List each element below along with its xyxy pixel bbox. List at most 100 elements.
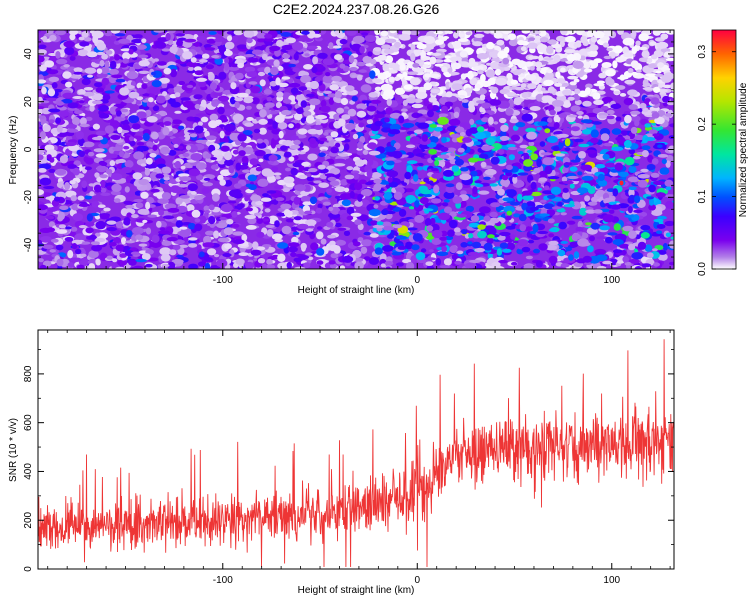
spectrogram-cell xyxy=(362,149,369,155)
spectrogram-cell xyxy=(274,185,285,190)
spectrogram-cell xyxy=(88,263,96,269)
spectrogram-cell xyxy=(431,167,439,172)
spectrogram-cell xyxy=(58,224,66,229)
spectrogram-cell xyxy=(92,100,103,105)
spectrogram-cell xyxy=(66,124,77,129)
spectrogram-cell xyxy=(486,237,494,245)
spectrogram-cell xyxy=(142,99,150,103)
spectrogram-cell xyxy=(73,71,83,75)
spectrogram-cell xyxy=(233,183,242,189)
spectrogram-cell xyxy=(293,257,302,263)
spectrogram-cell xyxy=(368,209,381,217)
spectrogram-cell xyxy=(612,249,623,254)
spectrogram-cell xyxy=(173,143,179,148)
spectrogram-cell xyxy=(314,124,323,130)
spectrogram-cell xyxy=(96,130,107,136)
spectrogram-cell xyxy=(282,58,291,63)
spectrogram-cell xyxy=(435,258,441,266)
spectrogram-cell xyxy=(585,222,592,226)
spectrogram-cell xyxy=(393,76,401,82)
spectrogram-cell xyxy=(255,166,263,172)
spectrogram-cell xyxy=(637,241,647,250)
spectrogram-cell xyxy=(523,264,535,269)
spectrogram-cell xyxy=(510,79,519,85)
spectrogram-cell xyxy=(289,59,300,64)
spectrogram-cell xyxy=(43,185,55,190)
spectrogram-cell xyxy=(121,237,127,245)
spectrogram-cell xyxy=(174,160,181,169)
spectrogram-cell xyxy=(254,149,266,157)
spectrogram-cell xyxy=(377,54,387,61)
spectrogram-cell xyxy=(445,91,453,98)
spectrogram-cell xyxy=(473,141,482,146)
spectrogram-cell xyxy=(396,235,408,240)
spectrogram-cell xyxy=(340,179,348,186)
spectrogram-cell xyxy=(100,192,111,196)
spectrogram-cell xyxy=(307,225,315,229)
spectrogram-cell xyxy=(232,113,244,123)
spectrogram-cell xyxy=(628,186,637,191)
spectrogram-cell xyxy=(84,166,92,171)
spectrogram-cell xyxy=(450,62,462,70)
spectrogram-cell xyxy=(41,107,51,115)
spectrogram-cell xyxy=(67,262,75,268)
spectrogram-cell xyxy=(665,200,674,209)
spectrogram-cell xyxy=(46,154,52,160)
spectrogram-cell xyxy=(334,195,341,199)
spectrogram-cell xyxy=(152,144,158,151)
spectrogram-cell xyxy=(560,263,570,268)
spectrogram-cell xyxy=(641,150,649,158)
spectrogram-cell xyxy=(533,167,541,174)
spectrogram-cell xyxy=(513,105,523,110)
spectrogram-cell xyxy=(358,69,367,73)
spectrogram-cell xyxy=(49,34,57,42)
spectrogram-cell xyxy=(320,105,331,113)
spectrogram-cell xyxy=(602,153,610,160)
spectrogram-cell xyxy=(69,55,76,61)
spectrogram-cell xyxy=(361,32,369,36)
spectrogram-cell xyxy=(404,241,414,250)
spectrogram-cell xyxy=(196,244,202,252)
spectrogram-cell xyxy=(316,248,325,256)
spectrogram-cell xyxy=(153,58,159,62)
spectrogram-cell xyxy=(670,236,674,240)
spectrogram-cell xyxy=(243,30,255,38)
spectrogram-cell xyxy=(145,227,152,235)
spectrogram-cell xyxy=(546,45,554,54)
spectrogram-cell xyxy=(219,130,225,139)
spectrogram-cell xyxy=(131,214,139,219)
spectrogram-cell xyxy=(602,64,611,68)
spectrogram-cell xyxy=(608,209,615,214)
spectrogram-cell xyxy=(95,259,101,266)
spectrogram-cell xyxy=(56,258,64,267)
spectrogram-cell xyxy=(325,135,333,141)
spectrogram-cell xyxy=(553,122,560,129)
spectrogram-cell xyxy=(310,242,319,251)
spectrogram-cell xyxy=(59,155,68,164)
spectrogram-cell xyxy=(334,137,346,142)
spectrogram-cell xyxy=(613,45,623,54)
spectrogram-cell xyxy=(218,71,227,80)
spectrogram-cell xyxy=(644,123,651,128)
spectrogram-cell xyxy=(213,230,220,239)
spectrogram-cell xyxy=(459,173,472,181)
spectrogram-cell xyxy=(542,157,554,166)
spectrogram-cell xyxy=(194,218,201,223)
spectrogram-cell xyxy=(392,206,402,212)
spectrogram-cell xyxy=(644,126,653,131)
spectrogram-cell xyxy=(245,225,257,230)
spectrogram-cell xyxy=(511,261,518,266)
spectrogram-cell xyxy=(339,38,348,45)
spectrogram-cell xyxy=(424,257,437,261)
spectrogram-cell xyxy=(285,167,291,172)
spectrogram-cell xyxy=(138,178,150,186)
spectrogram-cell xyxy=(493,121,499,125)
spectrogram-cell xyxy=(527,83,537,90)
spectrogram-cell xyxy=(175,33,186,37)
spectrogram-cell xyxy=(81,78,91,86)
spectrogram-cell xyxy=(55,229,68,234)
spectrogram-cell xyxy=(133,199,144,203)
spectrogram-cell xyxy=(573,42,582,48)
spectrogram-cell xyxy=(161,166,172,174)
spectrogram-cell xyxy=(328,244,341,252)
